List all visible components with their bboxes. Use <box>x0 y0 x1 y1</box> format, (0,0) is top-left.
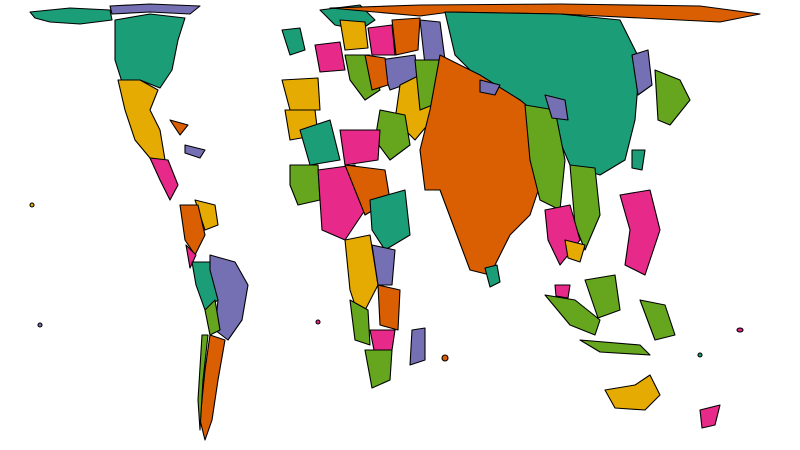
region-drc <box>344 234 379 321</box>
region-alaska <box>29 7 113 25</box>
region-angola <box>349 299 371 346</box>
region-mexico <box>117 79 166 161</box>
region-brazil <box>209 254 249 341</box>
region-germany <box>339 19 369 51</box>
region-usa <box>114 13 186 89</box>
region-arabia <box>374 109 411 161</box>
region-kenya <box>371 244 396 286</box>
island <box>29 202 35 208</box>
island <box>441 354 449 362</box>
region-poland <box>367 24 396 56</box>
region-south-africa <box>364 349 393 389</box>
region-ethiopia <box>369 189 411 251</box>
region-indonesia-borneo <box>584 274 621 319</box>
region-myanmar <box>544 94 569 121</box>
region-argentina <box>199 334 226 441</box>
region-russia <box>329 3 761 23</box>
region-colombia <box>179 204 206 256</box>
region-caribbean <box>169 119 189 136</box>
region-vietnam <box>569 164 601 251</box>
region-indonesia-java <box>579 339 651 356</box>
region-sri-lanka <box>484 264 501 288</box>
region-chile <box>197 334 209 431</box>
region-balkans <box>364 54 389 91</box>
region-canada-strip <box>109 3 201 15</box>
region-indonesia-east <box>639 299 676 341</box>
region-west-africa <box>289 164 321 206</box>
region-tanzania <box>377 284 401 331</box>
region-new-zealand <box>699 404 721 429</box>
region-nepal <box>479 79 501 96</box>
region-cuba <box>184 144 206 159</box>
region-algeria <box>299 119 341 166</box>
region-malaysia <box>554 284 571 299</box>
region-central-america <box>149 157 179 201</box>
region-spain <box>281 77 321 111</box>
region-japan <box>654 69 691 126</box>
region-france <box>314 41 346 73</box>
island <box>697 352 703 358</box>
region-madagascar <box>409 327 426 366</box>
region-bolivia <box>204 299 221 336</box>
region-indonesia-sumatra <box>544 294 601 336</box>
region-korea <box>631 49 653 96</box>
region-egypt <box>339 129 381 166</box>
region-philippines <box>619 189 661 276</box>
region-uk <box>281 27 306 56</box>
island <box>37 322 43 328</box>
region-taiwan <box>631 149 646 171</box>
region-cambodia <box>564 239 586 263</box>
island <box>315 319 321 325</box>
region-ukraine <box>391 17 421 56</box>
island <box>736 327 744 333</box>
region-australia <box>604 374 661 411</box>
